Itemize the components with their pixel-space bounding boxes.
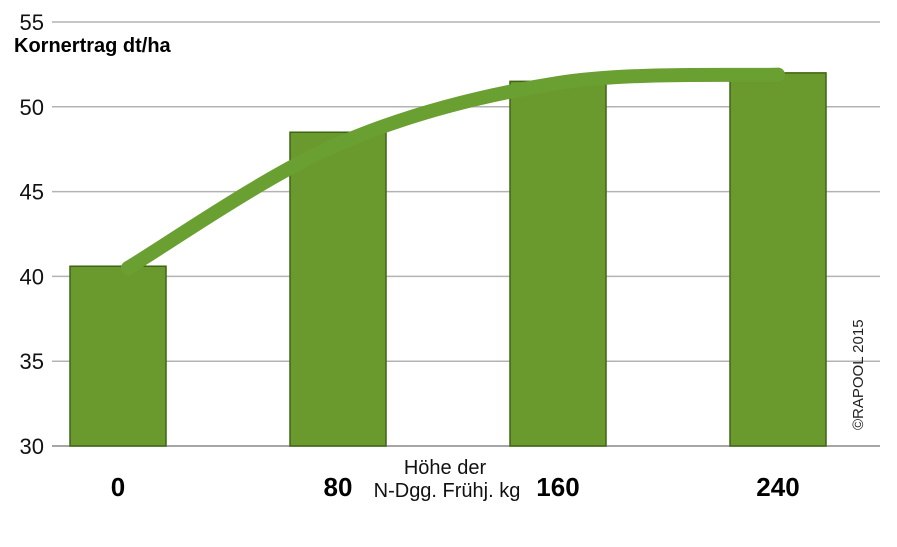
trend-curve-group <box>121 67 785 275</box>
y-tick-label: 30 <box>20 434 44 459</box>
copyright-credit: ©RAPOOL 2015 <box>850 319 867 430</box>
x-tick-label: 160 <box>536 472 579 502</box>
x-axis-label-line1: Höhe der <box>404 457 487 479</box>
bars <box>69 72 827 447</box>
x-axis-label-line2: N-Dgg. Frühj. kg <box>374 480 521 502</box>
y-axis-label: Kornertrag dt/ha <box>14 35 172 57</box>
x-tick-label: 0 <box>111 472 125 502</box>
x-tick-label: 80 <box>324 472 353 502</box>
y-tick-label: 45 <box>20 180 44 205</box>
y-tick-label: 55 <box>20 10 44 35</box>
bar-0 <box>69 265 167 447</box>
trend-curve <box>121 67 785 275</box>
x-tick-labels: 0 80 160 240 <box>111 472 800 502</box>
x-tick-label: 240 <box>756 472 799 502</box>
y-tick-label: 35 <box>20 349 44 374</box>
y-tick-label: 50 <box>20 95 44 120</box>
bar-80 <box>289 131 387 447</box>
bar-240 <box>729 72 827 447</box>
y-tick-label: 40 <box>20 264 44 289</box>
bar-160 <box>509 80 607 447</box>
y-tick-labels: 30 35 40 45 50 55 <box>20 10 44 459</box>
